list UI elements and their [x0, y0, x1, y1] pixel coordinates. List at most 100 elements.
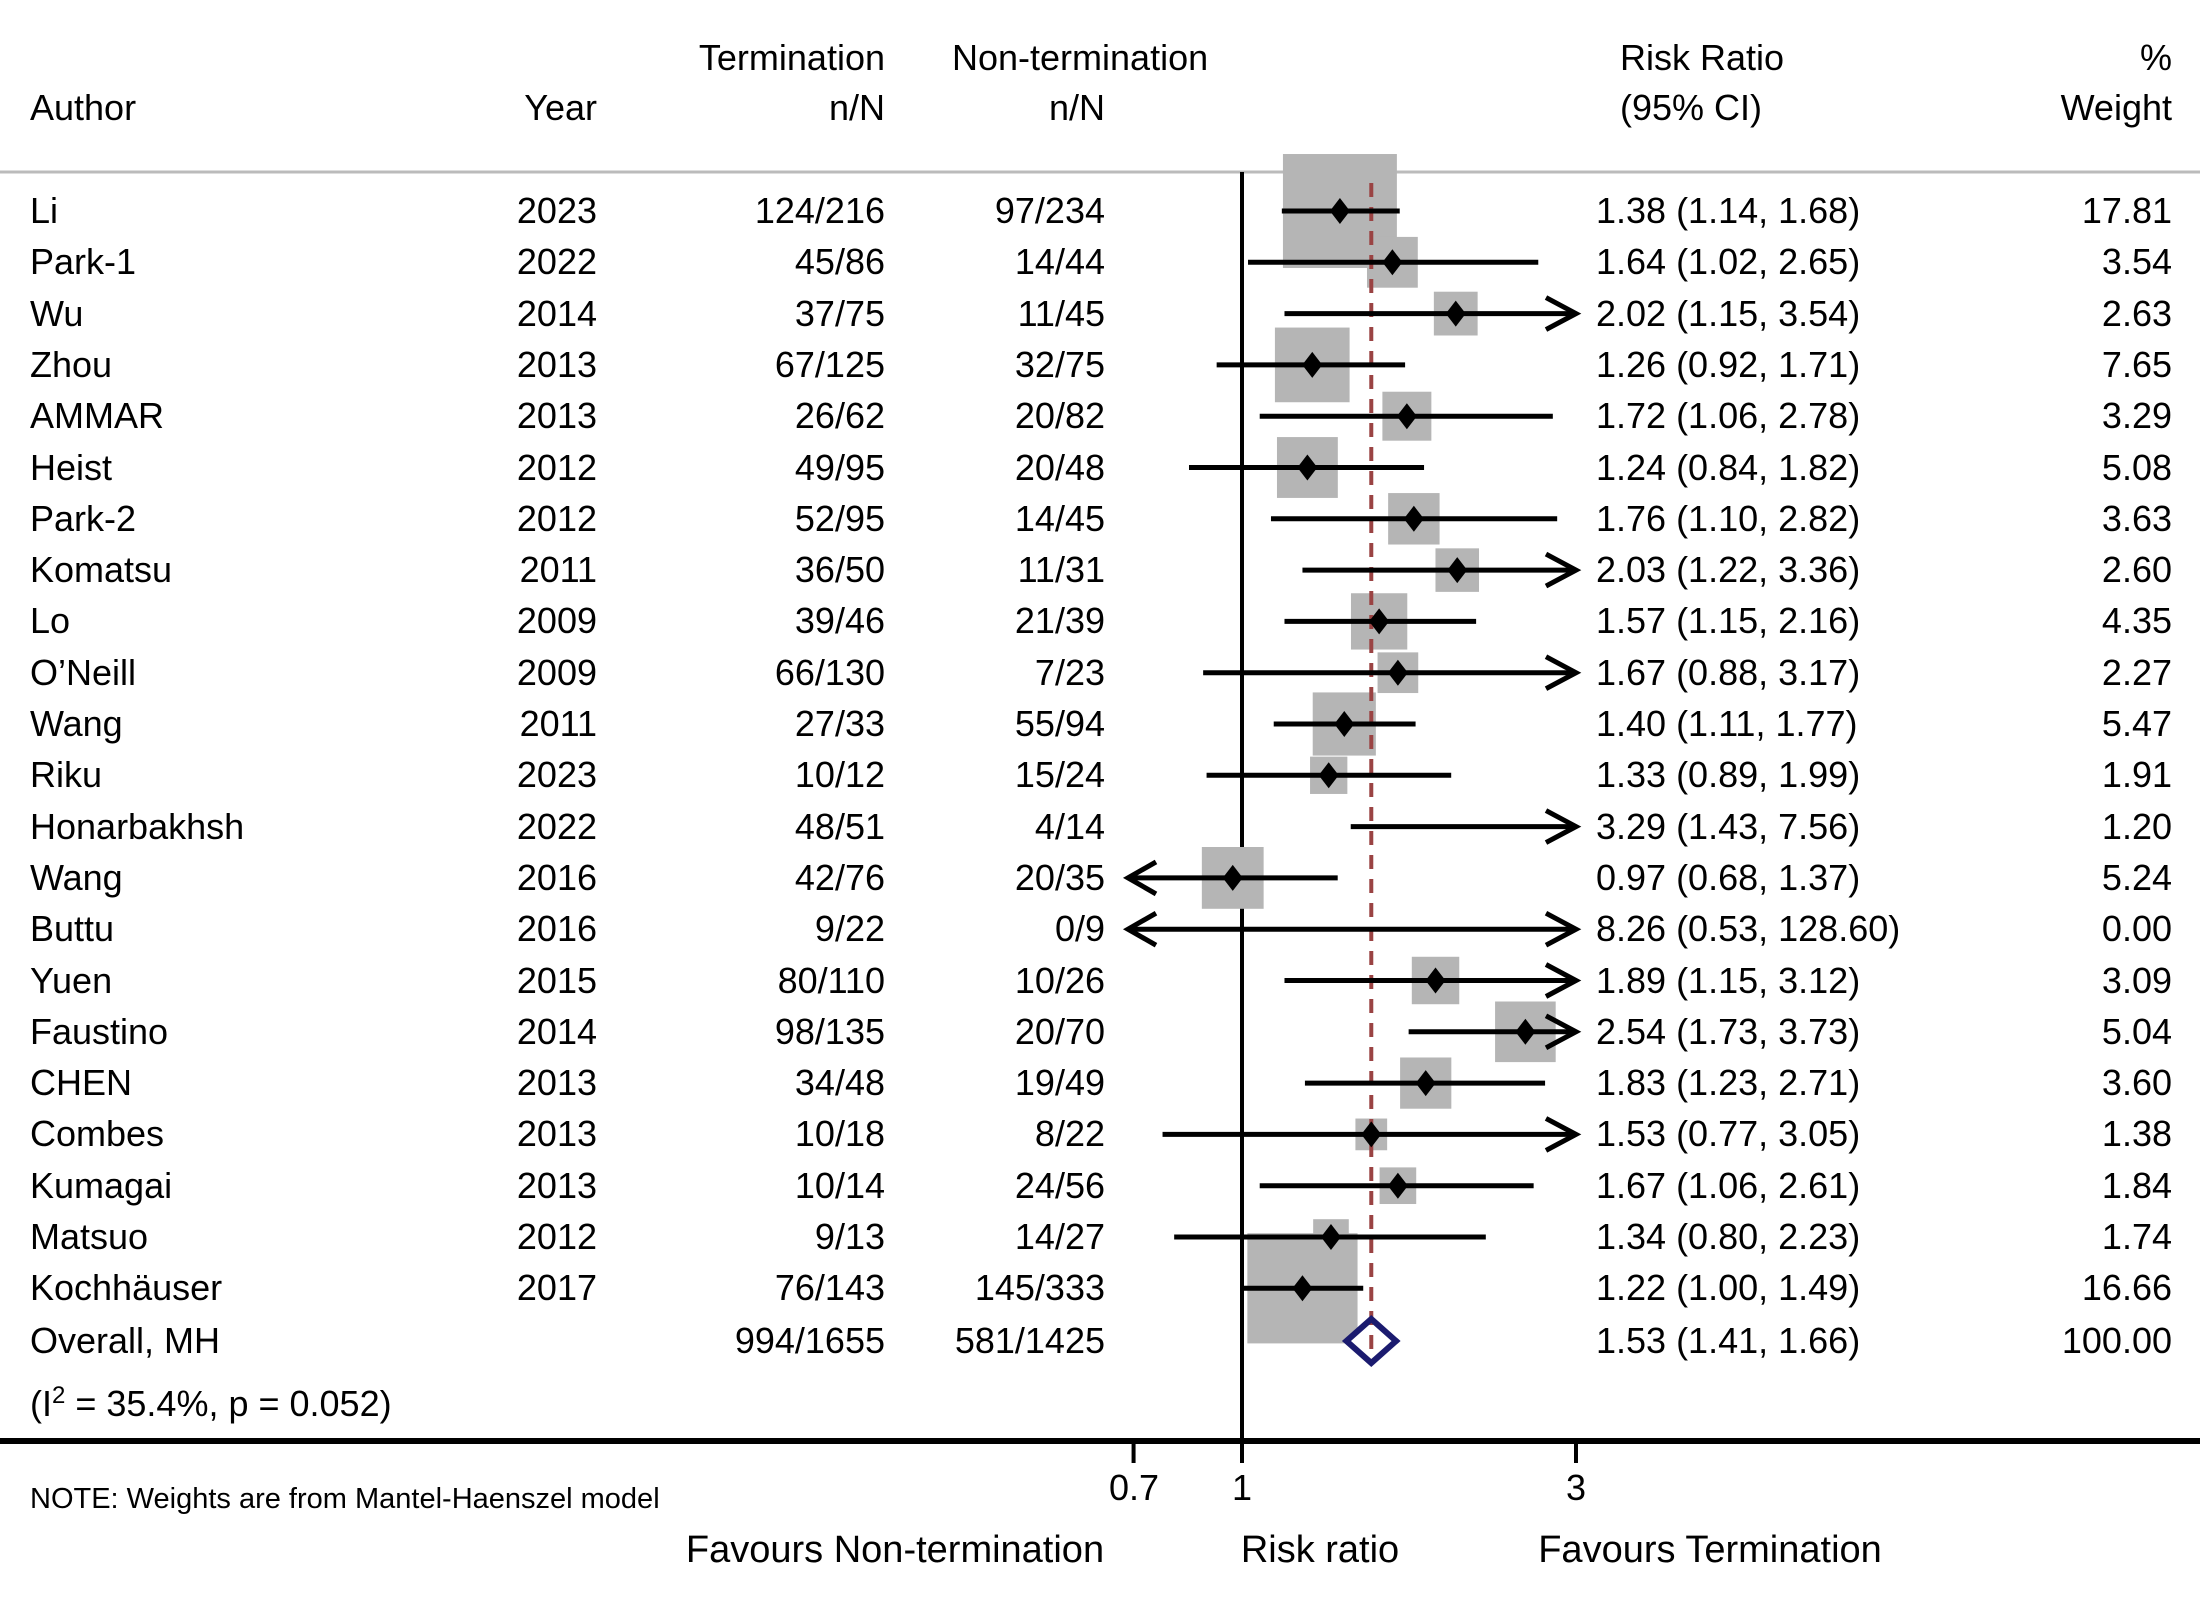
weight-cell: 1.20	[2101, 805, 2172, 847]
nontermination-cell: 145/333	[974, 1267, 1105, 1309]
author-cell: O’Neill	[30, 651, 137, 693]
overall-label: Overall, MH	[30, 1320, 221, 1361]
nontermination-cell: 10/26	[1014, 959, 1105, 1001]
year-cell: 2013	[516, 1164, 597, 1206]
year-cell: 2017	[516, 1267, 597, 1309]
nontermination-cell: 20/70	[1014, 1010, 1105, 1052]
author-cell: AMMAR	[30, 395, 164, 437]
nontermination-cell: 24/56	[1014, 1164, 1105, 1206]
weight-cell: 4.35	[2101, 600, 2172, 642]
point-estimate-marker	[1425, 967, 1446, 994]
nontermination-cell: 8/22	[1034, 1113, 1105, 1155]
year-cell: 2011	[519, 703, 597, 744]
col-header-ci: (95% CI)	[1620, 87, 1763, 128]
nontermination-cell: 20/48	[1014, 446, 1105, 488]
point-estimate-marker	[1403, 505, 1424, 532]
risk-ratio-cell: 1.34 (0.80, 2.23)	[1596, 1216, 1861, 1257]
weight-cell: 0.00	[2101, 908, 2172, 950]
termination-cell: 45/86	[794, 241, 885, 283]
risk-ratio-cell: 1.67 (0.88, 3.17)	[1596, 651, 1861, 693]
author-cell: Buttu	[30, 908, 115, 950]
risk-ratio-cell: 2.03 (1.22, 3.36)	[1596, 549, 1861, 591]
nontermination-cell: 19/49	[1014, 1062, 1105, 1104]
nontermination-cell: 21/39	[1014, 600, 1105, 642]
nontermination-cell: 14/45	[1014, 497, 1105, 539]
termination-cell: 76/143	[774, 1267, 885, 1309]
year-cell: 2009	[516, 651, 597, 693]
het-post: = 35.4%, p = 0.052)	[65, 1383, 392, 1424]
risk-ratio-cell: 8.26 (0.53, 128.60)	[1596, 908, 1901, 950]
risk-ratio-cell: 1.72 (1.06, 2.78)	[1596, 395, 1861, 437]
year-cell: 2014	[516, 292, 597, 334]
het-sup: 2	[52, 1382, 66, 1409]
author-cell: Riku	[30, 754, 103, 796]
col-header-author: Author	[30, 87, 137, 128]
year-cell: 2013	[516, 395, 597, 437]
heterogeneity-text: (I2 = 35.4%, p = 0.052)	[30, 1374, 392, 1426]
risk-ratio-cell: 1.53 (0.77, 3.05)	[1596, 1113, 1861, 1155]
risk-ratio-cell: 1.57 (1.15, 2.16)	[1596, 600, 1861, 642]
risk-ratio-cell: 2.02 (1.15, 3.54)	[1596, 292, 1861, 334]
termination-cell: 52/95	[794, 497, 885, 539]
right-clip-arrow	[1544, 962, 1582, 999]
author-cell: Matsuo	[30, 1216, 149, 1257]
author-cell: Heist	[30, 446, 113, 488]
weight-cell: 1.91	[2101, 754, 2172, 796]
x-tick-label-3: 3	[1565, 1467, 1587, 1508]
author-cell: Kochhäuser	[30, 1267, 223, 1309]
point-estimate-marker	[1447, 557, 1468, 584]
author-cell: Lo	[30, 600, 71, 642]
risk-ratio-cell: 1.67 (1.06, 2.61)	[1596, 1164, 1861, 1206]
weight-cell: 1.38	[2101, 1113, 2172, 1155]
x-tick-label-0.7: 0.7	[1108, 1467, 1160, 1508]
weight-cell: 5.04	[2101, 1010, 2172, 1052]
col-header-year: Year	[524, 87, 597, 128]
model-note: NOTE: Weights are from Mantel-Haenszel m…	[30, 1483, 660, 1515]
weight-cell: 2.63	[2101, 292, 2172, 334]
risk-ratio-cell: 1.22 (1.00, 1.49)	[1596, 1267, 1861, 1309]
risk-ratio-cell: 1.89 (1.15, 3.12)	[1596, 959, 1861, 1001]
point-estimate-marker	[1387, 659, 1408, 686]
nontermination-cell: 20/35	[1014, 856, 1105, 898]
right-clip-arrow	[1544, 910, 1582, 948]
weight-cell: 2.60	[2101, 549, 2172, 591]
nontermination-cell: 15/24	[1014, 754, 1105, 796]
risk-ratio-cell: 1.33 (0.89, 1.99)	[1596, 754, 1861, 796]
nontermination-cell: 14/44	[1014, 241, 1105, 283]
author-cell: Yuen	[30, 959, 113, 1001]
col-header-termination: Termination	[698, 37, 885, 78]
author-cell: Kumagai	[30, 1164, 173, 1206]
termination-cell: 80/110	[777, 959, 885, 1001]
year-cell: 2022	[516, 241, 597, 283]
weight-cell: 1.84	[2101, 1164, 2172, 1206]
weight-cell: 17.81	[2081, 190, 2172, 231]
x-tick-label-1: 1	[1231, 1467, 1253, 1508]
year-cell: 2012	[516, 497, 597, 539]
weight-cell: 5.47	[2101, 703, 2172, 744]
point-estimate-marker	[1318, 762, 1339, 789]
year-cell: 2016	[516, 908, 597, 950]
termination-cell: 66/130	[774, 651, 885, 693]
risk-ratio-cell: 1.40 (1.11, 1.77)	[1596, 703, 1858, 744]
author-cell: Faustino	[30, 1010, 169, 1052]
author-cell: Combes	[30, 1113, 165, 1155]
right-clip-arrow	[1544, 551, 1582, 589]
year-cell: 2022	[516, 805, 597, 847]
author-cell: Park-1	[30, 241, 137, 283]
right-clip-arrow	[1544, 295, 1582, 332]
weight-cell: 5.24	[2101, 856, 2172, 898]
nontermination-cell: 14/27	[1014, 1216, 1105, 1257]
col-header-termination-nn: n/N	[828, 87, 885, 128]
year-cell: 2012	[516, 446, 597, 488]
year-cell: 2013	[516, 1062, 597, 1104]
termination-cell: 10/12	[794, 754, 885, 796]
overall-risk-ratio-cell: 1.53 (1.41, 1.66)	[1596, 1320, 1861, 1361]
author-cell: Park-2	[30, 497, 137, 539]
point-estimate-marker	[1222, 864, 1243, 891]
right-clip-arrow	[1544, 654, 1582, 691]
point-estimate-marker	[1320, 1224, 1341, 1250]
year-cell: 2012	[516, 1216, 597, 1257]
weight-cell: 1.74	[2101, 1216, 2172, 1257]
year-cell: 2023	[516, 190, 597, 231]
